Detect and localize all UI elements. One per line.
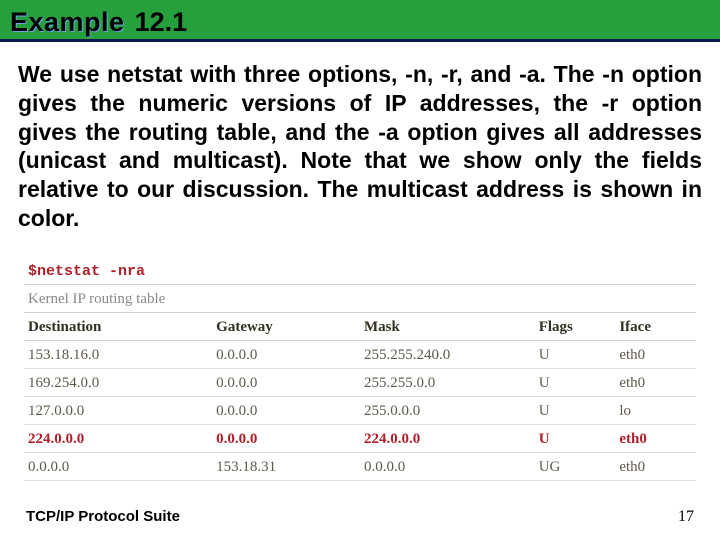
table-cell: eth0 — [615, 452, 696, 480]
table-cell: 255.255.240.0 — [360, 340, 535, 368]
table-cell: 127.0.0.0 — [24, 396, 212, 424]
title-bar: Example 12.1 — [0, 0, 720, 44]
table-cell: U — [535, 424, 616, 452]
table-cell: 255.0.0.0 — [360, 396, 535, 424]
table-cell: eth0 — [615, 368, 696, 396]
footer: TCP/IP Protocol Suite 17 — [0, 508, 720, 526]
kernel-line: Kernel IP routing table — [24, 285, 696, 313]
col-gateway: Gateway — [212, 313, 360, 341]
col-flags: Flags — [535, 313, 616, 341]
table-row: 127.0.0.00.0.0.0255.0.0.0Ulo — [24, 396, 696, 424]
col-mask: Mask — [360, 313, 535, 341]
terminal-output: $netstat -nra Kernel IP routing table De… — [24, 257, 696, 481]
title-word: Example — [10, 7, 125, 38]
table-cell: 169.254.0.0 — [24, 368, 212, 396]
table-cell: 255.255.0.0 — [360, 368, 535, 396]
table-cell: 0.0.0.0 — [360, 452, 535, 480]
table-cell: eth0 — [615, 340, 696, 368]
col-iface: Iface — [615, 313, 696, 341]
routing-table-body: 153.18.16.00.0.0.0255.255.240.0Ueth0169.… — [24, 340, 696, 480]
table-cell: U — [535, 368, 616, 396]
table-row: 153.18.16.00.0.0.0255.255.240.0Ueth0 — [24, 340, 696, 368]
body-paragraph: We use netstat with three options, -n, -… — [0, 44, 720, 233]
table-cell: 224.0.0.0 — [24, 424, 212, 452]
title-underline-highlight — [0, 42, 720, 44]
table-cell: U — [535, 340, 616, 368]
table-cell: eth0 — [615, 424, 696, 452]
table-cell: 224.0.0.0 — [360, 424, 535, 452]
table-cell: U — [535, 396, 616, 424]
table-cell: 0.0.0.0 — [212, 340, 360, 368]
table-cell: 153.18.16.0 — [24, 340, 212, 368]
table-cell: 0.0.0.0 — [24, 452, 212, 480]
table-row: 169.254.0.00.0.0.0255.255.0.0Ueth0 — [24, 368, 696, 396]
table-cell: 0.0.0.0 — [212, 368, 360, 396]
table-cell: 153.18.31 — [212, 452, 360, 480]
title-number: 12.1 — [135, 7, 188, 38]
routing-table-head: Destination Gateway Mask Flags Iface — [24, 313, 696, 341]
table-row: 224.0.0.00.0.0.0224.0.0.0Ueth0 — [24, 424, 696, 452]
footer-source: TCP/IP Protocol Suite — [26, 508, 180, 526]
footer-page-number: 17 — [678, 508, 694, 526]
table-cell: UG — [535, 452, 616, 480]
table-cell: lo — [615, 396, 696, 424]
table-row: 0.0.0.0153.18.310.0.0.0UGeth0 — [24, 452, 696, 480]
table-cell: 0.0.0.0 — [212, 424, 360, 452]
command-line: $netstat -nra — [24, 257, 696, 285]
col-destination: Destination — [24, 313, 212, 341]
table-cell: 0.0.0.0 — [212, 396, 360, 424]
routing-table: Destination Gateway Mask Flags Iface 153… — [24, 313, 696, 481]
